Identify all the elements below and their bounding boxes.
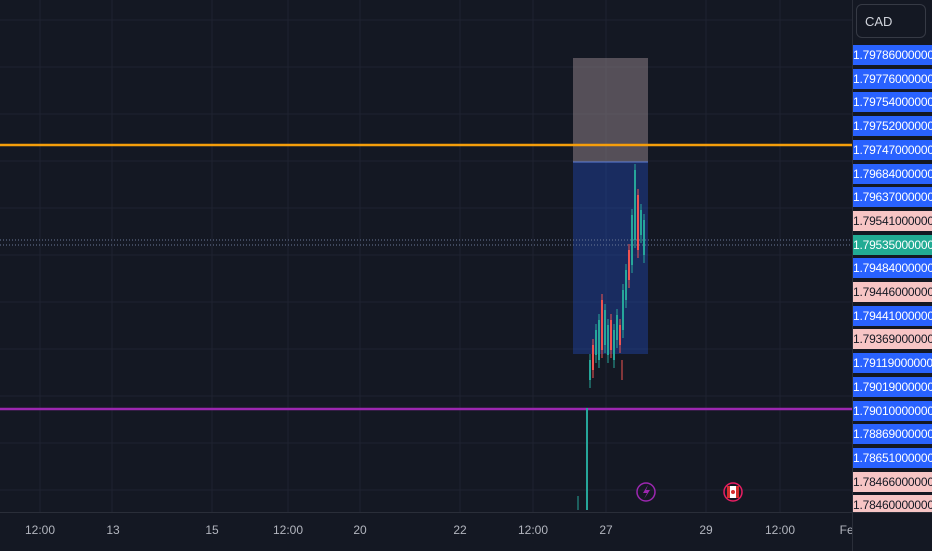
price-label: 1.79776000000	[853, 68, 932, 89]
axis-corner	[852, 512, 932, 551]
time-label: 15	[205, 523, 219, 537]
candle-body	[634, 170, 636, 240]
candle-body	[640, 210, 642, 235]
canada-flag-icon[interactable]	[723, 482, 743, 502]
candle-body	[637, 195, 639, 250]
time-label: 13	[106, 523, 120, 537]
position-tool[interactable]	[573, 58, 648, 354]
time-label: 27	[599, 523, 613, 537]
price-label: 1.78466000000	[853, 471, 932, 492]
horizontal-lines[interactable]	[0, 143, 852, 411]
candle-body	[622, 290, 624, 330]
candles	[577, 164, 645, 510]
currency-selector[interactable]: CAD	[856, 4, 926, 38]
event-markers[interactable]	[636, 482, 743, 502]
lightning-icon-ring	[636, 482, 656, 502]
price-label: 1.79119000000	[853, 353, 932, 374]
time-label: 12:00	[272, 523, 304, 537]
candle-body	[601, 300, 603, 350]
candle-body	[628, 250, 630, 280]
price-label: 1.79637000000	[853, 187, 932, 208]
candle-body	[592, 345, 594, 370]
candle-body	[643, 220, 645, 255]
price-label: 1.79754000000	[853, 92, 932, 113]
canada-flag-icon-leaf	[731, 490, 735, 494]
price-label: 1.79752000000	[853, 116, 932, 137]
candle-body	[595, 330, 597, 355]
price-label: 1.79535000000	[853, 234, 932, 255]
canada-flag-icon-ring	[723, 482, 743, 502]
candle-body	[607, 325, 609, 355]
canada-flag-icon-band-right	[736, 486, 739, 498]
candle-body	[613, 330, 615, 360]
time-label: 12:00	[517, 523, 549, 537]
price-label: 1.79446000000	[853, 282, 932, 302]
time-label: 12:00	[24, 523, 56, 537]
lightning-icon[interactable]	[636, 482, 656, 502]
price-label: 1.78651000000	[853, 447, 932, 468]
stop-loss-zone	[573, 58, 648, 162]
candle-body	[604, 310, 606, 345]
candle-body	[619, 325, 621, 345]
price-label: 1.79747000000	[853, 139, 932, 160]
time-label: 29	[699, 523, 713, 537]
candle-body	[625, 270, 627, 300]
candle-body	[610, 320, 612, 350]
lightning-icon-bolt	[643, 485, 650, 499]
price-label: 1.79441000000	[853, 305, 932, 326]
chart-grid	[0, 0, 852, 512]
time-label: 12:00	[764, 523, 796, 537]
time-label: 20	[353, 523, 367, 537]
price-label: 1.78869000000	[853, 424, 932, 445]
price-label: 1.79786000000	[853, 45, 932, 65]
price-label: 1.79010000000	[853, 400, 932, 421]
price-scale[interactable]: CAD 1.79786000000 1.79776000000 1.79754000…	[852, 0, 932, 516]
price-label: 1.79541000000	[853, 210, 932, 231]
canada-flag-icon-band-left	[727, 486, 730, 498]
time-axis[interactable]: 12:00 13 15 12:00 20 22 12:00 27 29 12:00 Fel	[0, 512, 856, 551]
time-label: 22	[453, 523, 467, 537]
chart-plot-area[interactable]	[0, 0, 852, 512]
candle-body	[598, 320, 600, 360]
candle-body	[616, 315, 618, 340]
price-label: 1.79684000000	[853, 163, 932, 184]
price-label: 1.79484000000	[853, 258, 932, 279]
price-label: 1.78460000000	[853, 495, 932, 516]
price-label: 1.79369000000	[853, 329, 932, 350]
price-label: 1.79019000000	[853, 376, 932, 397]
candle-body	[589, 360, 591, 380]
candle-body	[631, 215, 633, 265]
